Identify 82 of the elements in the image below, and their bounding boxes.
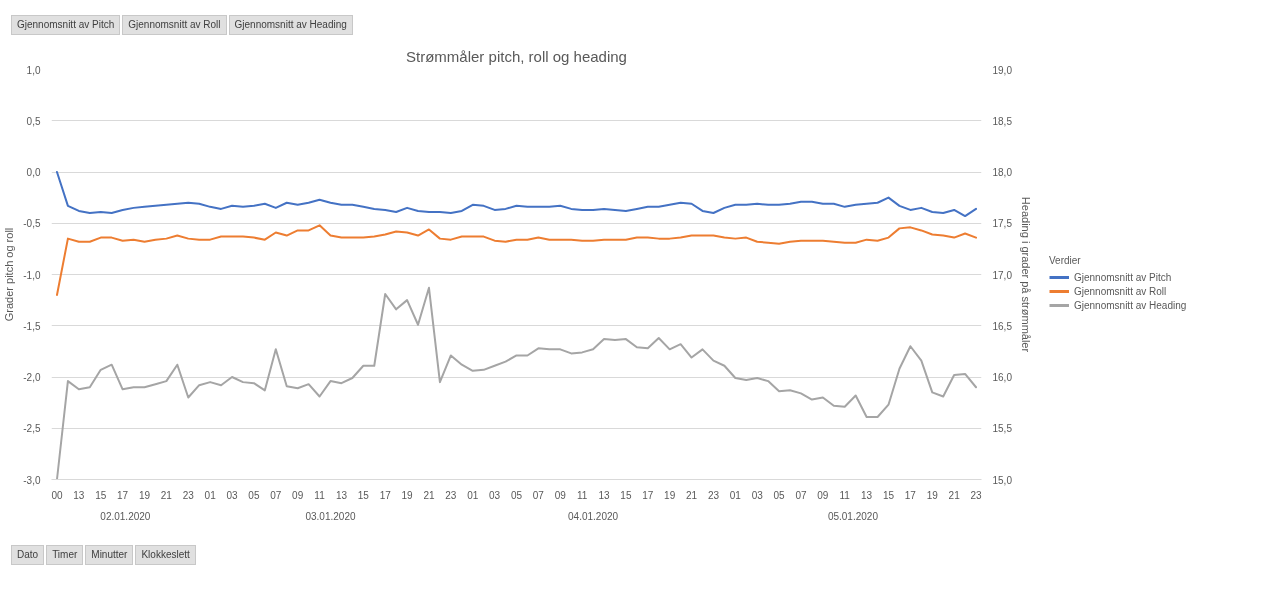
x-tick-label: 03 xyxy=(751,489,764,501)
x-tick-label: 13 xyxy=(861,489,873,501)
x-tick-label: 11 xyxy=(576,489,588,501)
text: Gjennomsnitt av Heading xyxy=(228,15,353,36)
y-tick-label: -1,5 xyxy=(23,320,41,332)
y2-tick-label: 18,5 xyxy=(992,115,1013,127)
text: 03.01.2020 xyxy=(305,510,356,522)
y-tick-label: -3,0 xyxy=(23,474,41,486)
x-tick-label: 17 xyxy=(904,489,917,501)
y2-tick-label: 17,0 xyxy=(992,269,1013,281)
x-tick-label: 01 xyxy=(204,489,217,501)
y2-tick-label: 18,0 xyxy=(992,167,1013,178)
chart-title: Strømmåler pitch, roll og heading xyxy=(406,47,627,65)
y-tick-label: -0,5 xyxy=(23,218,41,230)
legend-label: Gjennomsnitt av Pitch xyxy=(1074,271,1172,283)
line-series xyxy=(55,171,978,218)
text: Timer xyxy=(46,545,84,566)
x-tick-label: 21 xyxy=(423,489,435,501)
y2-tick-label: 16,0 xyxy=(992,372,1013,383)
x-tick-label: 21 xyxy=(160,489,173,501)
x-tick-label: 15 xyxy=(882,489,895,501)
x-tick-label: 09 xyxy=(817,489,829,501)
y2-tick-label: 19,0 xyxy=(992,64,1013,76)
x-tick-label: 03 xyxy=(489,489,501,501)
text: 05.01.2020 xyxy=(827,510,879,522)
legend-label: Gjennomsnitt av Roll xyxy=(1074,285,1167,297)
x-tick-label: 17 xyxy=(379,489,392,501)
text: Gjennomsnitt av Roll xyxy=(122,15,227,36)
x-tick-label: 11 xyxy=(314,489,326,501)
x-tick-label: 07 xyxy=(532,489,545,501)
y2-tick-label: 16,5 xyxy=(992,320,1013,332)
y-tick-label: -1,0 xyxy=(23,269,41,281)
y-axis-title: Grader pitch og roll xyxy=(3,227,16,322)
x-tick-label: 01 xyxy=(467,489,479,501)
x-tick-label: 17 xyxy=(642,489,654,501)
x-tick-label: 11 xyxy=(839,489,851,501)
x-tick-label: 13 xyxy=(73,489,85,501)
x-tick-label: 19 xyxy=(664,489,676,501)
line-series xyxy=(55,286,978,480)
y2-axis-title: Heading i grader på strømmåler xyxy=(1019,196,1032,353)
y2-tick-label: 15,5 xyxy=(992,423,1013,435)
x-tick-label: 07 xyxy=(795,489,807,501)
x-tick-label: 23 xyxy=(707,489,720,501)
x-tick-label: 21 xyxy=(948,489,961,501)
text: 04.01.2020 xyxy=(568,510,619,522)
x-tick-label: 13 xyxy=(598,489,611,501)
x-tick-label: 01 xyxy=(729,489,742,501)
x-tick-label: 00 xyxy=(51,489,63,501)
text: Klokkeslett xyxy=(135,545,196,566)
x-tick-label: 03 xyxy=(226,489,239,501)
text: 02.01.2020 xyxy=(100,510,151,522)
x-tick-label: 05 xyxy=(248,489,260,501)
x-tick-label: 19 xyxy=(138,489,151,501)
x-tick-label: 23 xyxy=(970,489,983,501)
y-tick-label: 0,0 xyxy=(26,167,41,178)
x-tick-label: 21 xyxy=(686,489,698,501)
x-tick-label: 05 xyxy=(510,489,523,501)
y-tick-label: 1,0 xyxy=(26,64,41,76)
x-tick-label: 17 xyxy=(117,489,129,501)
x-tick-label: 15 xyxy=(620,489,632,501)
x-tick-label: 23 xyxy=(445,489,457,501)
x-tick-label: 19 xyxy=(926,489,939,501)
line-series xyxy=(55,224,978,296)
y-tick-label: -2,5 xyxy=(23,423,41,435)
x-tick-label: 09 xyxy=(292,489,304,501)
legend-label: Gjennomsnitt av Heading xyxy=(1074,299,1187,311)
legend-title: Verdier xyxy=(1049,255,1082,266)
y-tick-label: 0,5 xyxy=(26,115,41,127)
x-tick-label: 19 xyxy=(401,489,414,501)
x-tick-label: 13 xyxy=(335,489,348,501)
y2-tick-label: 15,0 xyxy=(992,474,1013,486)
x-tick-label: 15 xyxy=(95,489,107,501)
x-tick-label: 23 xyxy=(182,489,195,501)
text: Gjennomsnitt av Pitch xyxy=(11,15,121,36)
x-tick-label: 05 xyxy=(773,489,786,501)
text: Minutter xyxy=(85,545,134,566)
y-tick-label: -2,0 xyxy=(23,372,41,383)
y2-tick-label: 17,5 xyxy=(992,218,1013,230)
x-tick-label: 09 xyxy=(554,489,567,501)
x-tick-label: 15 xyxy=(357,489,370,501)
text: Dato xyxy=(11,545,45,566)
x-tick-label: 07 xyxy=(270,489,282,501)
